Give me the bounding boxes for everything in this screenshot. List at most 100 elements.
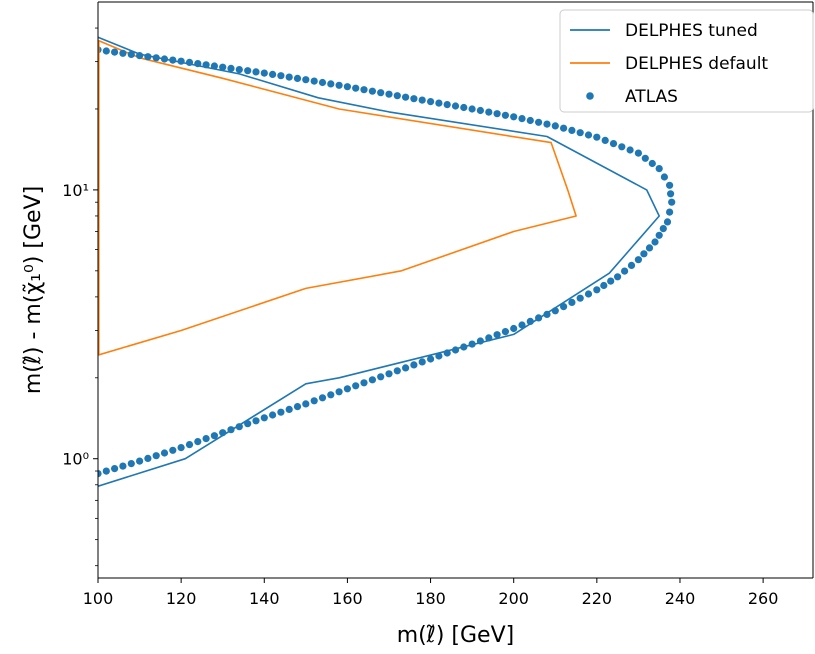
atlas-point-76 (667, 190, 675, 198)
atlas-point-55 (543, 310, 551, 318)
atlas-point-106 (435, 99, 443, 107)
atlas-point-38 (402, 364, 410, 372)
plot-series (98, 36, 676, 487)
atlas-point-132 (219, 63, 227, 71)
atlas-point-41 (427, 355, 435, 363)
atlas-point-11 (177, 444, 185, 452)
atlas-point-116 (352, 84, 360, 92)
atlas-point-26 (302, 400, 310, 408)
y-axis-label: m(ℓ̃) - m(χ̃₁⁰) [GeV] (21, 186, 46, 394)
atlas-point-51 (510, 324, 518, 333)
atlas-point-61 (593, 286, 601, 294)
atlas-point-8 (152, 452, 160, 460)
legend-swatch-3 (586, 92, 594, 100)
atlas-point-22 (269, 411, 277, 419)
atlas-point-7 (144, 454, 152, 462)
atlas-point-80 (648, 159, 656, 168)
atlas-point-34 (368, 376, 376, 384)
atlas-point-45 (460, 343, 468, 351)
atlas-point-87 (593, 133, 601, 141)
atlas-point-17 (227, 426, 235, 434)
atlas-point-89 (576, 129, 584, 137)
atlas-point-112 (385, 90, 393, 98)
y-axis-ticks: 10⁰ 10¹ (62, 27, 98, 567)
x-tick-label: 160 (332, 589, 363, 608)
atlas-point-84 (618, 143, 626, 151)
x-tick-label: 220 (582, 589, 613, 608)
atlas-point-65 (621, 267, 629, 275)
y-tick-label: 10⁰ (62, 450, 89, 469)
atlas-point-3 (111, 465, 119, 473)
atlas-point-133 (210, 62, 218, 70)
atlas-point-9 (160, 449, 169, 457)
atlas-point-129 (244, 67, 252, 75)
atlas-point-35 (377, 373, 385, 381)
atlas-point-113 (377, 89, 385, 97)
atlas-point-88 (584, 131, 593, 139)
atlas-point-90 (568, 126, 576, 134)
atlas-point-117 (343, 83, 351, 91)
atlas-point-142 (136, 52, 144, 60)
atlas-point-48 (485, 334, 493, 342)
atlas-point-44 (451, 346, 460, 354)
atlas-point-50 (501, 328, 509, 336)
atlas-point-140 (152, 54, 160, 62)
atlas-point-59 (576, 294, 584, 302)
atlas-point-47 (476, 337, 484, 345)
x-tick-label: 260 (748, 589, 779, 608)
atlas-point-92 (551, 122, 559, 130)
atlas-point-67 (634, 256, 643, 264)
x-tick-label: 120 (166, 589, 197, 608)
atlas-point-130 (235, 66, 243, 74)
atlas-point-144 (119, 49, 127, 57)
atlas-point-49 (493, 331, 501, 339)
atlas-point-104 (451, 102, 460, 110)
atlas-point-82 (634, 149, 643, 157)
atlas-point-114 (368, 87, 376, 95)
atlas-point-85 (609, 140, 618, 148)
atlas-point-94 (535, 118, 543, 126)
atlas-point-63 (607, 277, 615, 285)
atlas-point-96 (518, 115, 526, 123)
atlas-point-139 (160, 55, 169, 63)
atlas-point-16 (219, 429, 227, 437)
atlas-point-40 (418, 358, 426, 366)
atlas-point-122 (302, 76, 310, 84)
x-axis-ticks: 100 120 140 160 180 200 220 240 260 (83, 578, 779, 608)
atlas-point-128 (252, 68, 260, 76)
atlas-point-119 (327, 80, 335, 88)
atlas-point-118 (335, 81, 343, 89)
atlas-point-19 (244, 420, 252, 428)
x-tick-label: 180 (415, 589, 446, 608)
atlas-point-72 (659, 225, 667, 233)
atlas-point-138 (169, 56, 177, 64)
atlas-point-29 (327, 391, 335, 399)
atlas-point-5 (127, 460, 135, 468)
atlas-point-64 (614, 273, 622, 281)
atlas-point-135 (194, 60, 202, 68)
atlas-point-93 (543, 120, 551, 128)
atlas-point-123 (293, 74, 302, 82)
atlas-point-33 (360, 379, 368, 387)
atlas-point-37 (393, 367, 401, 375)
atlas-point-145 (111, 48, 119, 56)
atlas-point-10 (169, 446, 177, 454)
atlas-point-27 (310, 397, 318, 405)
atlas-point-20 (252, 417, 260, 425)
atlas-point-75 (668, 198, 676, 206)
atlas-point-58 (568, 298, 576, 306)
x-axis-label: m(ℓ̃) [GeV] (397, 623, 514, 648)
atlas-point-71 (655, 231, 663, 239)
legend: DELPHES tuned DELPHES default ATLAS (559, 9, 814, 113)
atlas-point-141 (144, 53, 152, 61)
atlas-point-46 (468, 340, 476, 348)
atlas-point-62 (600, 281, 608, 290)
atlas-point-6 (136, 457, 144, 465)
atlas-point-57 (560, 303, 568, 311)
series-line-1 (98, 36, 661, 487)
x-tick-label: 200 (498, 589, 529, 608)
atlas-point-109 (410, 95, 418, 103)
atlas-point-77 (666, 181, 674, 189)
atlas-point-107 (427, 98, 435, 106)
atlas-point-98 (501, 111, 509, 119)
